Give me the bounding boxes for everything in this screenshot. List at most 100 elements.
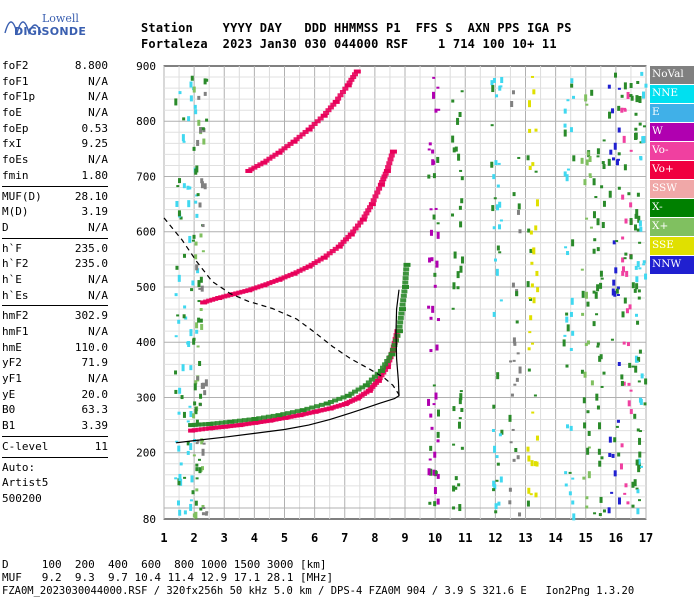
echo-fill	[323, 407, 330, 412]
param-value: N/A	[88, 288, 108, 302]
param-row: foE N/A	[2, 105, 108, 121]
noise-mark	[568, 471, 572, 474]
echo-fill	[299, 132, 306, 137]
param-row: foF2 8.800	[2, 58, 108, 74]
echo-fill	[318, 402, 325, 407]
echo-fill	[210, 421, 217, 426]
noise-mark	[596, 218, 600, 226]
noise-mark	[586, 410, 590, 414]
echo-fill	[365, 208, 372, 213]
echo-fill	[351, 397, 358, 402]
legend-item-w: W	[650, 123, 694, 141]
echo-fill	[299, 267, 306, 272]
noise-mark	[530, 283, 534, 288]
x-tick-label: 11	[458, 531, 472, 545]
echo-fill	[246, 417, 253, 422]
noise-mark	[458, 111, 462, 117]
echo-fill	[218, 420, 225, 425]
noise-mark	[433, 501, 437, 507]
param-value: 1.80	[81, 168, 109, 182]
noise-mark	[534, 170, 538, 173]
echo-fill	[379, 180, 386, 185]
noise-mark	[589, 226, 593, 229]
echo-fill	[257, 284, 264, 289]
noise-mark	[582, 476, 586, 480]
noise-mark	[430, 257, 434, 262]
echo-fill	[311, 122, 318, 127]
noise-mark	[622, 135, 626, 143]
noise-mark	[459, 221, 463, 228]
noise-mark	[427, 174, 431, 179]
noise-mark	[592, 178, 596, 186]
echo-fill	[284, 274, 291, 279]
noise-mark	[529, 493, 533, 496]
noise-mark	[432, 91, 436, 99]
noise-mark	[565, 174, 569, 182]
noise-mark	[500, 77, 504, 84]
noise-mark	[451, 135, 455, 143]
noise-mark	[534, 128, 538, 132]
echo-fill	[254, 285, 261, 290]
param-key: h`F2	[2, 257, 29, 271]
noise-mark	[533, 394, 537, 397]
noise-mark	[460, 198, 464, 204]
echo-point	[403, 262, 411, 267]
echo-fill	[326, 251, 333, 256]
noise-mark	[626, 342, 630, 347]
echo-point	[359, 217, 367, 222]
noise-mark	[615, 240, 619, 243]
noise-mark	[602, 509, 606, 513]
echo-fill	[346, 80, 353, 85]
noise-mark	[192, 338, 196, 345]
noise-mark	[184, 316, 188, 320]
noise-mark	[509, 360, 513, 363]
noise-mark	[607, 84, 611, 89]
echo-fill	[314, 404, 321, 409]
noise-mark	[518, 229, 522, 234]
noise-mark	[194, 407, 198, 415]
noise-mark	[644, 83, 648, 88]
noise-mark	[496, 372, 500, 380]
echo-point	[388, 352, 396, 357]
y-tick-label: 900	[136, 60, 156, 73]
noise-mark	[460, 90, 464, 93]
noise-mark	[637, 296, 641, 300]
auto-line2: Artist5	[2, 476, 49, 489]
echo-fill	[385, 361, 392, 366]
noise-mark	[536, 287, 540, 293]
noise-mark	[589, 175, 593, 178]
echo-point	[344, 83, 352, 88]
noise-mark	[516, 455, 520, 460]
noise-mark	[637, 356, 641, 362]
noise-mark	[617, 105, 621, 111]
param-row: B0 63.3	[2, 402, 108, 418]
echo-fill	[248, 287, 255, 292]
noise-mark	[195, 264, 199, 271]
noise-mark	[583, 422, 587, 429]
noise-mark	[429, 316, 433, 320]
echo-fill	[332, 404, 339, 409]
param-key: foEp	[2, 121, 29, 135]
noise-mark	[608, 111, 612, 119]
noise-mark	[619, 463, 623, 470]
param-row: h`E N/A	[2, 272, 108, 288]
echo-fill	[293, 137, 300, 142]
echo-point	[320, 113, 328, 118]
echo-point	[332, 99, 340, 104]
noise-mark	[586, 301, 590, 307]
noise-mark	[499, 299, 503, 302]
noise-mark	[531, 162, 535, 167]
echo-fill	[348, 391, 355, 396]
legend-item-e: E	[650, 104, 694, 122]
noise-mark	[613, 470, 617, 477]
echo-fill	[386, 161, 393, 166]
noise-mark	[529, 230, 533, 235]
noise-mark	[586, 447, 590, 455]
x-tick-label: 1	[160, 531, 167, 545]
noise-mark	[460, 407, 464, 412]
noise-mark	[189, 95, 193, 102]
noise-mark	[638, 96, 642, 104]
noise-mark	[592, 211, 596, 219]
echo-fill	[287, 272, 294, 277]
param-value: N/A	[88, 90, 108, 104]
